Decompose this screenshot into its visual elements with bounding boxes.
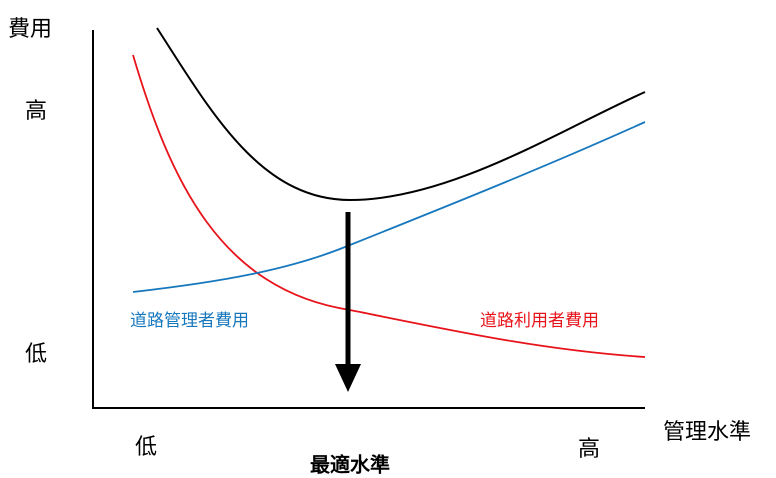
manager-cost-curve <box>132 121 646 293</box>
total-cost-curve <box>156 27 646 202</box>
user-cost-label: 道路利用者費用 <box>480 311 599 331</box>
x-axis-label: 管理水準 <box>663 420 751 445</box>
y-axis-label: 費用 <box>8 17 52 42</box>
y-high-label: 高 <box>25 99 47 124</box>
manager-cost-label: 道路管理者費用 <box>130 311 249 331</box>
optimum-label: 最適水準 <box>310 453 390 477</box>
x-low-label: 低 <box>135 435 157 460</box>
y-low-label: 低 <box>25 342 47 367</box>
x-high-label: 高 <box>578 437 600 462</box>
optimum-arrow-head <box>335 364 361 392</box>
